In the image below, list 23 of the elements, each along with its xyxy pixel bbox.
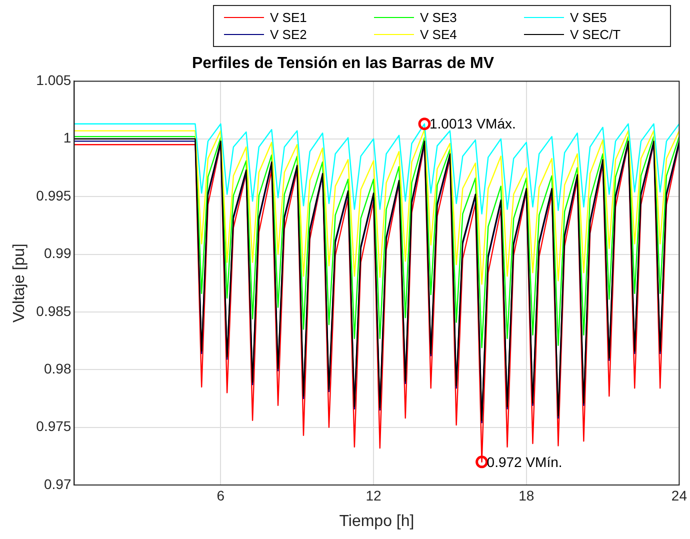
legend-label: V SE3	[420, 10, 458, 25]
legend-label: V SE2	[270, 27, 308, 42]
y-tick-label: 0.99	[44, 245, 72, 262]
legend-label: V SE5	[570, 10, 608, 25]
y-tick-label: 0.97	[44, 476, 72, 492]
y-tick-label: 1	[63, 130, 72, 146]
x-tick-label: 12	[366, 487, 382, 504]
legend-label: V SEC/T	[570, 27, 622, 42]
legend-label: V SE4	[420, 27, 458, 42]
x-tick-label: 18	[518, 487, 534, 504]
y-axis-title: Voltaje [pu]	[11, 244, 28, 323]
annotation: 0.972 VMín.	[486, 454, 562, 470]
legend-label: V SE1	[270, 10, 308, 25]
y-tick-label: 0.985	[36, 302, 72, 319]
chart-title: Perfiles de Tensión en las Barras de MV	[192, 55, 494, 72]
x-axis-title: Tiempo [h]	[339, 512, 414, 530]
x-tick-label: 6	[216, 487, 225, 504]
y-tick-label: 0.975	[36, 418, 72, 434]
y-tick-label: 0.995	[36, 187, 72, 204]
y-tick-label: 1.005	[36, 72, 72, 88]
annotation: 1.0013 VMáx.	[429, 116, 516, 132]
x-tick-label: 24	[671, 487, 688, 504]
y-tick-label: 0.98	[44, 360, 72, 376]
